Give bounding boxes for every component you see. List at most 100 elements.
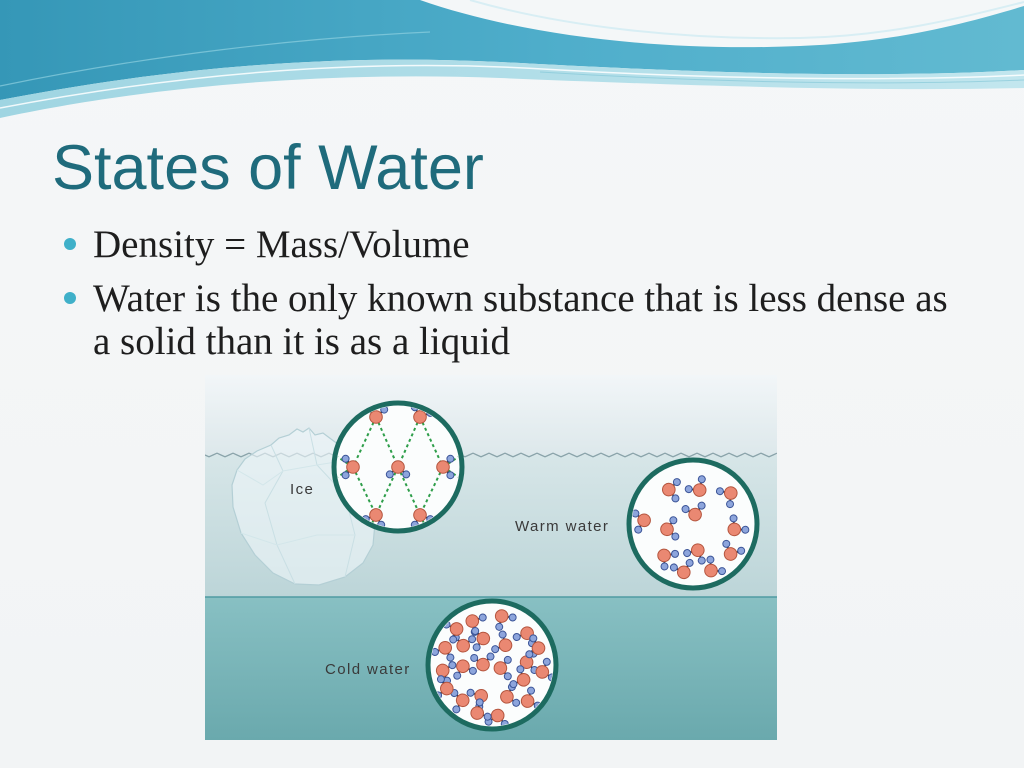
water-molecule: [684, 475, 707, 497]
water-molecule: [431, 640, 455, 662]
oxygen-atom: [637, 513, 651, 528]
oxygen-atom: [498, 638, 513, 653]
oxygen-atom: [661, 482, 676, 497]
water-density-diagram: Ice Warm water Cold water: [205, 375, 777, 740]
hydrogen-bond: [419, 466, 444, 516]
hydrogen-bond: [442, 442, 459, 468]
warm-circle-border: [626, 457, 760, 591]
oxygen-atom: [657, 548, 671, 563]
oxygen-atom: [535, 665, 550, 679]
hydrogen-atom: [503, 655, 512, 664]
oxygen-atom: [660, 522, 674, 537]
water-molecule: [669, 558, 694, 580]
water-molecule: [657, 548, 680, 571]
oxygen-atom: [391, 460, 405, 474]
hydrogen-atom: [509, 680, 518, 689]
hydrogen-atom: [341, 471, 350, 480]
water-molecule: [470, 652, 495, 672]
hydrogen-atom: [718, 567, 727, 576]
oxygen-atom: [500, 689, 514, 704]
hydrogen-atom: [525, 650, 534, 659]
hydrogen-atom: [516, 665, 525, 674]
cold-water-label: Cold water: [325, 661, 411, 678]
oxygen-atom: [476, 631, 491, 646]
water-molecule: [491, 630, 513, 654]
oxygen-atom: [676, 565, 691, 580]
water-molecule: [632, 509, 651, 534]
hydrogen-atom: [402, 470, 411, 479]
hydrogen-atom: [542, 657, 551, 666]
header-wave-decoration: [0, 0, 1024, 118]
hydrogen-atom: [697, 475, 706, 484]
bullet-dot: [64, 292, 76, 304]
hydrogen-atom: [671, 549, 680, 558]
hydrogen-bond: [352, 466, 377, 516]
hydrogen-atom: [483, 712, 492, 721]
oxygen-atom: [692, 483, 707, 497]
hydrogen-atom: [341, 454, 350, 463]
hydrogen-atom: [527, 686, 536, 695]
hydrogen-atom: [472, 643, 481, 652]
bullet-text: Water is the only known substance that i…: [93, 277, 948, 320]
oxygen-atom: [455, 693, 470, 708]
oxygen-atom: [369, 410, 383, 424]
oxygen-atom: [440, 681, 454, 696]
hydrogen-atom: [669, 563, 678, 572]
water-molecule: [494, 609, 517, 631]
hydrogen-atom: [495, 622, 504, 631]
hydrogen-atom: [681, 505, 690, 514]
oxygen-atom: [688, 507, 702, 522]
hydrogen-bond: [397, 466, 421, 516]
water-molecule: [471, 626, 491, 652]
oxygen-atom: [723, 486, 738, 500]
bullet-text: a solid than it is as a liquid: [93, 320, 511, 363]
hydrogen-bond: [337, 442, 354, 468]
oxygen-atom: [723, 547, 738, 561]
hydrogen-atom: [741, 525, 750, 534]
hydrogen-atom: [475, 698, 484, 707]
hydrogen-atom: [737, 546, 746, 555]
oxygen-atom: [346, 460, 360, 474]
hydrogen-atom: [671, 494, 680, 503]
hydrogen-bond: [442, 466, 459, 492]
hydrogen-bond: [337, 466, 354, 492]
hydrogen-atom: [632, 509, 640, 518]
water-molecule: [722, 539, 746, 561]
hydrogen-atom: [634, 525, 643, 534]
oxygen-atom: [470, 706, 485, 720]
water-molecule: [715, 486, 738, 509]
hydrogen-atom: [684, 485, 693, 494]
hydrogen-atom: [468, 666, 477, 675]
water-molecule: [341, 454, 360, 480]
hydrogen-atom: [446, 471, 455, 480]
hydrogen-atom: [672, 478, 681, 487]
oxygen-atom: [413, 508, 427, 522]
oxygen-atom: [413, 410, 427, 424]
water-molecule: [470, 698, 492, 721]
bullet-item: Density = Mass/Volume: [64, 223, 948, 266]
ice-label: Ice: [290, 481, 314, 498]
hydrogen-atom: [697, 556, 706, 565]
diagram-canvas: Ice Warm water Cold water: [205, 375, 777, 740]
hydrogen-bond: [375, 466, 399, 516]
bullet-text: Density = Mass/Volume: [93, 223, 470, 266]
cold-circle-border: [425, 598, 559, 732]
hydrogen-atom: [660, 562, 669, 571]
hydrogen-atom: [512, 632, 521, 641]
water-molecule: [525, 634, 546, 659]
hydrogen-atom: [685, 558, 694, 567]
hydrogen-atom: [486, 652, 495, 661]
water-molecule: [450, 689, 470, 714]
hydrogen-atom: [448, 661, 457, 670]
oxygen-atom: [727, 522, 742, 537]
hydrogen-atom: [498, 630, 507, 639]
slide-title: States of Water: [52, 133, 484, 203]
hydrogen-atom: [453, 671, 462, 680]
oxygen-atom: [456, 659, 470, 674]
water-molecule: [385, 460, 411, 479]
oxygen-atom: [476, 657, 490, 672]
hydrogen-atom: [722, 539, 731, 548]
cold-water-circle: [425, 598, 559, 732]
oxygen-atom: [449, 622, 464, 636]
